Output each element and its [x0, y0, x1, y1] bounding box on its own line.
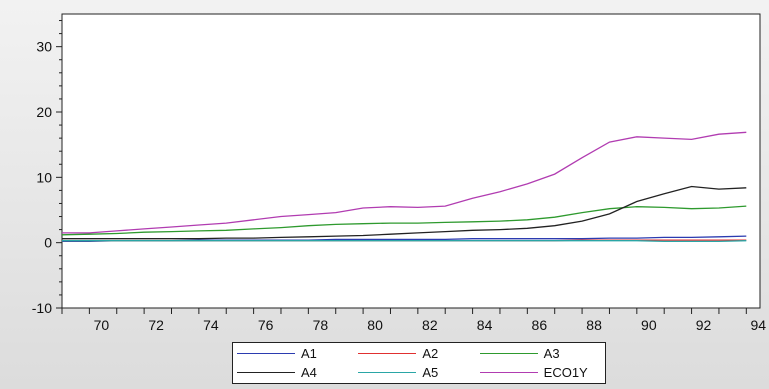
x-tick-label: 80 [367, 317, 383, 333]
x-tick-label: 70 [94, 317, 110, 333]
x-tick-label: 78 [313, 317, 329, 333]
series-line-eco1y [62, 131, 747, 234]
x-tick-label: 76 [258, 317, 274, 333]
y-tick-label: -10 [32, 300, 52, 316]
x-tick-label: 86 [532, 317, 548, 333]
legend-item-a4: A4 [237, 363, 358, 382]
legend-label: A2 [422, 346, 439, 361]
y-tick-label: 10 [36, 169, 52, 185]
line-chart: -10 0 10 20 30 70 72 74 76 78 80 82 84 86 88 90 92 94 [32, 13, 767, 333]
legend-swatch [237, 372, 295, 373]
legend-swatch [479, 353, 538, 354]
y-tick-label: 0 [44, 235, 52, 251]
legend-swatch [479, 372, 538, 373]
legend-item-a2: A2 [358, 344, 479, 363]
series-line-a5 [62, 240, 747, 243]
series-line-a3 [61, 205, 747, 236]
legend-swatch [358, 353, 417, 354]
legend-label: A1 [301, 346, 317, 361]
x-tick-label: 94 [751, 317, 767, 333]
plot-area [61, 13, 761, 309]
x-tick-label: 88 [586, 317, 602, 333]
legend-label: ECO1Y [543, 365, 588, 380]
legend-item-a3: A3 [479, 344, 601, 363]
x-tick-label: 90 [641, 317, 657, 333]
legend-label: A5 [422, 365, 439, 380]
legend-label: A4 [301, 365, 317, 380]
y-tick-label: 20 [36, 104, 52, 120]
x-tick-label: 92 [696, 317, 712, 333]
series-line-a4 [62, 185, 747, 240]
legend-item-eco1y: ECO1Y [479, 363, 601, 382]
legend-swatch [237, 353, 295, 354]
legend-swatch [358, 372, 417, 373]
x-tick-label: 72 [148, 317, 164, 333]
y-tick-label: 30 [36, 39, 52, 55]
x-tick-label: 74 [203, 317, 219, 333]
chart-legend: A1 A2 A3 A4 A5 ECO1Y [232, 342, 606, 384]
legend-item-a1: A1 [237, 344, 358, 363]
x-tick-label: 82 [422, 317, 438, 333]
x-tick-label: 84 [477, 317, 493, 333]
legend-item-a5: A5 [358, 363, 479, 382]
legend-label: A3 [543, 346, 560, 361]
